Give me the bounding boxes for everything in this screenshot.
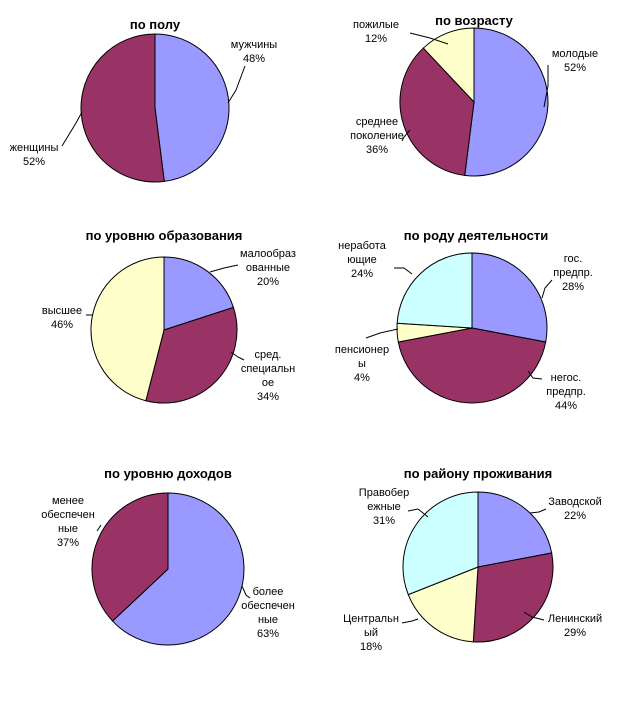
leader-line xyxy=(527,370,543,380)
pie-chart-3: по уровню образования малообраз ованные 20%… xyxy=(42,228,296,404)
pie-chart-4: по роду деятельности гос. предпр. 28% негос.… xyxy=(335,228,593,412)
slice-label: среднее поколение 36% xyxy=(350,116,404,156)
slice-label: молодые 52% xyxy=(552,48,598,74)
leader-line xyxy=(61,111,83,147)
leader-line xyxy=(543,65,549,108)
pie-slice xyxy=(477,491,553,568)
pie-slice xyxy=(91,492,169,622)
leader-line xyxy=(227,65,246,104)
pie-slice xyxy=(80,33,165,183)
leader-line xyxy=(230,351,245,361)
leader-line xyxy=(209,264,239,273)
leader-line xyxy=(529,508,547,514)
pie-chart-1: по полу мужчины 48% женщины 52% xyxy=(10,17,277,183)
chart-title: по району проживания xyxy=(404,466,552,481)
leader-line xyxy=(394,267,413,275)
slice-label: пожилые 12% xyxy=(353,19,399,45)
chart-title: по роду деятельности xyxy=(404,228,549,243)
leader-line xyxy=(541,279,553,299)
leader-line xyxy=(401,618,419,624)
pie-slice xyxy=(471,252,548,343)
pie-slice xyxy=(145,306,238,404)
slice-label: Правобер ежные 31% xyxy=(359,487,409,527)
pie-slice xyxy=(154,33,230,182)
pie-chart-5: по уровню доходов более обеспечен ные 63% мен… xyxy=(41,466,295,646)
slice-label: Заводской 22% xyxy=(548,496,601,522)
pie-slice xyxy=(90,256,165,402)
slice-label: Центральн ый 18% xyxy=(343,613,399,653)
pie-slice xyxy=(399,47,475,176)
pie-slice xyxy=(464,27,549,177)
leader-line xyxy=(401,129,411,142)
pie-slice xyxy=(402,491,479,596)
slice-label: более обеспечен ные 63% xyxy=(241,586,295,640)
leader-line xyxy=(365,328,399,339)
leader-line xyxy=(409,32,449,45)
leader-line xyxy=(407,508,429,518)
leader-line xyxy=(523,611,545,621)
pie-slice xyxy=(396,252,473,329)
slice-label: неработа ющие 24% xyxy=(338,240,387,280)
pie-slice xyxy=(407,566,479,643)
chart-title: по уровню доходов xyxy=(104,466,232,481)
slice-label: пенсионер ы 4% xyxy=(335,344,389,384)
slice-label: женщины 52% xyxy=(10,142,59,168)
leader-line xyxy=(96,524,102,532)
slice-label: сред. специальн ое 34% xyxy=(241,349,295,403)
chart-title: по возрасту xyxy=(435,13,514,28)
pie-chart-6: по району проживания Заводской 22% Ленински… xyxy=(343,466,602,653)
slice-label: менее обеспечен ные 37% xyxy=(41,495,95,549)
slice-label: гос. предпр. 28% xyxy=(553,253,593,293)
slice-label: малообраз ованные 20% xyxy=(240,248,296,288)
slice-label: мужчины 48% xyxy=(231,39,277,65)
chart-title: по полу xyxy=(130,17,181,32)
pie-slice xyxy=(472,552,554,643)
pie-slice xyxy=(397,327,547,404)
pie-chart-2: по возрасту молодые 52% среднее поколение 36%… xyxy=(350,13,598,177)
slice-label: негос. предпр. 44% xyxy=(546,372,586,412)
leader-line xyxy=(241,585,251,599)
pie-slice xyxy=(163,256,235,331)
pie-slice xyxy=(422,27,475,104)
slice-label: высшее 46% xyxy=(42,305,82,331)
pie-slice xyxy=(111,492,245,646)
slice-label: Ленинский 29% xyxy=(548,613,602,639)
chart-title: по уровню образования xyxy=(86,228,243,243)
